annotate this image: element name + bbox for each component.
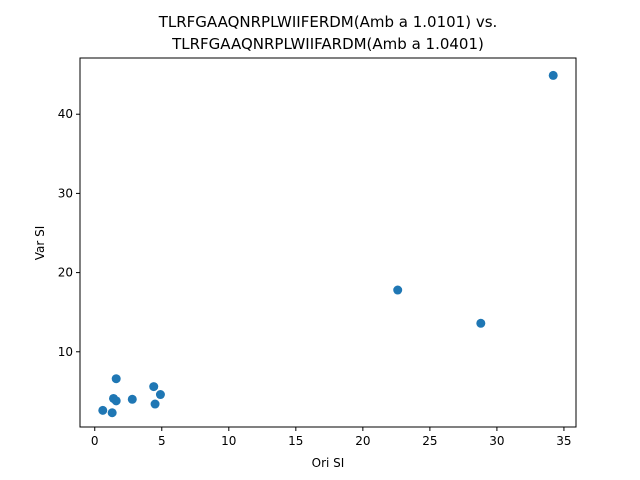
- y-axis-label: Var SI: [33, 226, 47, 261]
- data-point: [111, 396, 121, 406]
- chart-title-line-2: TLRFGAAQNRPLWIIFARDM(Amb a 1.0401): [171, 35, 484, 53]
- data-point: [107, 408, 117, 418]
- data-point: [476, 318, 486, 328]
- y-tick-label: 10: [58, 345, 73, 359]
- data-point: [150, 399, 160, 409]
- data-point: [393, 285, 403, 295]
- x-tick-label: 0: [91, 434, 99, 448]
- data-point: [111, 374, 121, 384]
- x-tick-label: 15: [288, 434, 303, 448]
- y-tick-label: 30: [58, 186, 73, 200]
- x-tick-label: 20: [355, 434, 370, 448]
- x-tick-label: 5: [158, 434, 166, 448]
- axis-ticks: 0 5 10 15 20 25 30 35 10 20 30 40: [58, 107, 572, 448]
- data-points: [98, 70, 558, 418]
- x-tick-label: 25: [422, 434, 437, 448]
- y-tick-label: 40: [58, 107, 73, 121]
- chart-title-line-1: TLRFGAAQNRPLWIIFERDM(Amb a 1.0101) vs.: [158, 13, 498, 31]
- plot-frame: [79, 57, 577, 428]
- data-point: [127, 394, 137, 404]
- x-tick-label: 10: [221, 434, 236, 448]
- data-point: [98, 405, 108, 415]
- plot-area: [79, 57, 577, 428]
- data-point: [155, 390, 165, 400]
- y-tick-label: 20: [58, 266, 73, 280]
- x-tick-label: 30: [489, 434, 504, 448]
- x-axis-label: Ori SI: [312, 456, 345, 470]
- x-tick-label: 35: [556, 434, 571, 448]
- data-point: [149, 382, 159, 392]
- data-point: [548, 70, 558, 80]
